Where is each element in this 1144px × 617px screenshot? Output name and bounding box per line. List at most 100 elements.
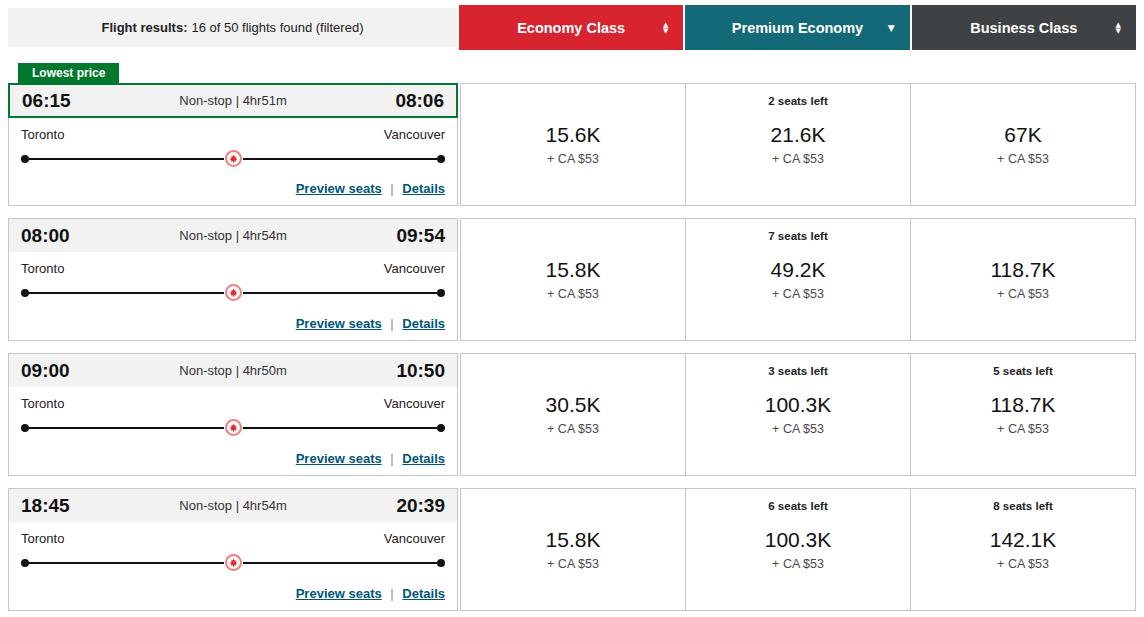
route-line [21, 150, 445, 167]
flight-card: 09:00 Non-stop | 4hr50m 10:50 Toronto Va… [8, 353, 458, 476]
arrival-time: 10:50 [396, 360, 445, 382]
sort-up-down-icon[interactable]: ▲▼ [1116, 22, 1121, 34]
destination-dot [437, 559, 445, 567]
cash-surcharge: + CA $53 [546, 557, 601, 571]
destination-city: Vancouver [384, 127, 445, 142]
points-price: 118.7K [991, 258, 1056, 282]
column-header-label: Premium Economy [732, 20, 863, 36]
destination-dot [437, 289, 445, 297]
cash-surcharge: + CA $53 [771, 152, 826, 166]
cash-surcharge: + CA $53 [546, 152, 601, 166]
details-link[interactable]: Details [402, 316, 445, 331]
flight-card: 18:45 Non-stop | 4hr54m 20:39 Toronto Va… [8, 488, 458, 611]
points-price: 100.3K [765, 528, 832, 552]
route-line [21, 554, 445, 571]
points-price: 15.8K [546, 258, 601, 282]
points-price: 67K [997, 123, 1049, 147]
air-canada-maple-leaf-icon [225, 150, 242, 167]
destination-city: Vancouver [384, 261, 445, 276]
fare-cell-economy[interactable]: 15.8K + CA $53 [460, 488, 686, 611]
seats-left-label: 2 seats left [686, 95, 910, 107]
fare-cell-economy[interactable]: 15.6K + CA $53 [460, 83, 686, 206]
flight-row: 06:15 Non-stop | 4hr51m 08:06 Toronto Va… [8, 83, 1136, 206]
destination-city: Vancouver [384, 531, 445, 546]
air-canada-maple-leaf-icon [225, 419, 242, 436]
column-header-premium-economy[interactable]: Premium Economy ▼ [685, 5, 909, 50]
seats-left-label: 5 seats left [911, 365, 1135, 377]
cash-surcharge: + CA $53 [546, 287, 601, 301]
cash-surcharge: + CA $53 [991, 422, 1056, 436]
preview-seats-link[interactable]: Preview seats [296, 316, 382, 331]
flight-results-list: Lowest price 06:15 Non-stop | 4hr51m 08:… [8, 50, 1136, 611]
departure-time: 06:15 [22, 90, 71, 112]
fare-cell-premium-economy[interactable]: 7 seats left 49.2K + CA $53 [685, 218, 911, 341]
route-info: Non-stop | 4hr50m [70, 363, 397, 378]
column-header-business[interactable]: Business Class ▲▼ [912, 5, 1136, 50]
destination-city: Vancouver [384, 396, 445, 411]
route-line [21, 419, 445, 436]
lowest-price-badge: Lowest price [18, 63, 119, 83]
column-header-economy[interactable]: Economy Class ▲▼ [459, 5, 683, 50]
air-canada-maple-leaf-icon [225, 554, 242, 571]
points-price: 15.8K [546, 528, 601, 552]
details-link[interactable]: Details [402, 181, 445, 196]
fare-cell-business[interactable]: 5 seats left 118.7K + CA $53 [910, 353, 1136, 476]
flight-row: 18:45 Non-stop | 4hr54m 20:39 Toronto Va… [8, 488, 1136, 611]
fare-cell-premium-economy[interactable]: 3 seats left 100.3K + CA $53 [685, 353, 911, 476]
seats-left-label: 3 seats left [686, 365, 910, 377]
departure-time: 09:00 [21, 360, 70, 382]
points-price: 30.5K [546, 393, 601, 417]
details-link[interactable]: Details [402, 586, 445, 601]
departure-time: 08:00 [21, 225, 70, 247]
points-price: 118.7K [991, 393, 1056, 417]
fare-cell-economy[interactable]: 15.8K + CA $53 [460, 218, 686, 341]
flight-results-summary: Flight results: 16 of 50 flights found (… [8, 8, 457, 47]
points-price: 15.6K [546, 123, 601, 147]
origin-dot [21, 155, 29, 163]
flight-card: 08:00 Non-stop | 4hr54m 09:54 Toronto Va… [8, 218, 458, 341]
fare-cell-business[interactable]: 67K + CA $53 [910, 83, 1136, 206]
column-header-label: Economy Class [517, 20, 625, 36]
cash-surcharge: + CA $53 [546, 422, 601, 436]
flight-times-strip: 09:00 Non-stop | 4hr50m 10:50 [9, 354, 457, 387]
fare-cell-business[interactable]: 118.7K + CA $53 [910, 218, 1136, 341]
arrival-time: 08:06 [395, 90, 444, 112]
fare-cell-business[interactable]: 8 seats left 142.1K + CA $53 [910, 488, 1136, 611]
origin-city: Toronto [21, 127, 64, 142]
fare-cell-premium-economy[interactable]: 6 seats left 100.3K + CA $53 [685, 488, 911, 611]
points-price: 100.3K [765, 393, 832, 417]
sort-up-down-icon[interactable]: ▲▼ [663, 22, 668, 34]
origin-city: Toronto [21, 531, 64, 546]
flight-times-strip: 06:15 Non-stop | 4hr51m 08:06 [8, 83, 458, 118]
arrival-time: 09:54 [396, 225, 445, 247]
flight-results-count: 16 of 50 flights found (filtered) [191, 20, 363, 35]
origin-city: Toronto [21, 261, 64, 276]
route-info: Non-stop | 4hr51m [71, 93, 396, 108]
seats-left-label: 8 seats left [911, 500, 1135, 512]
cash-surcharge: + CA $53 [771, 287, 826, 301]
fare-cell-economy[interactable]: 30.5K + CA $53 [460, 353, 686, 476]
details-link[interactable]: Details [402, 451, 445, 466]
air-canada-maple-leaf-icon [225, 284, 242, 301]
preview-seats-link[interactable]: Preview seats [296, 181, 382, 196]
route-info: Non-stop | 4hr54m [70, 228, 397, 243]
flight-times-strip: 18:45 Non-stop | 4hr54m 20:39 [9, 489, 457, 522]
origin-dot [21, 424, 29, 432]
points-price: 21.6K [771, 123, 826, 147]
points-price: 142.1K [990, 528, 1057, 552]
origin-city: Toronto [21, 396, 64, 411]
points-price: 49.2K [771, 258, 826, 282]
route-info: Non-stop | 4hr54m [70, 498, 397, 513]
results-header-bar: Flight results: 16 of 50 flights found (… [8, 5, 1136, 50]
cash-surcharge: + CA $53 [991, 287, 1056, 301]
column-header-label: Business Class [970, 20, 1077, 36]
seats-left-label: 7 seats left [686, 230, 910, 242]
chevron-down-icon[interactable]: ▼ [888, 23, 895, 33]
preview-seats-link[interactable]: Preview seats [296, 451, 382, 466]
seats-left-label: 6 seats left [686, 500, 910, 512]
flight-row: 08:00 Non-stop | 4hr54m 09:54 Toronto Va… [8, 218, 1136, 341]
origin-dot [21, 289, 29, 297]
fare-cell-premium-economy[interactable]: 2 seats left 21.6K + CA $53 [685, 83, 911, 206]
preview-seats-link[interactable]: Preview seats [296, 586, 382, 601]
flight-card: 06:15 Non-stop | 4hr51m 08:06 Toronto Va… [8, 83, 458, 206]
